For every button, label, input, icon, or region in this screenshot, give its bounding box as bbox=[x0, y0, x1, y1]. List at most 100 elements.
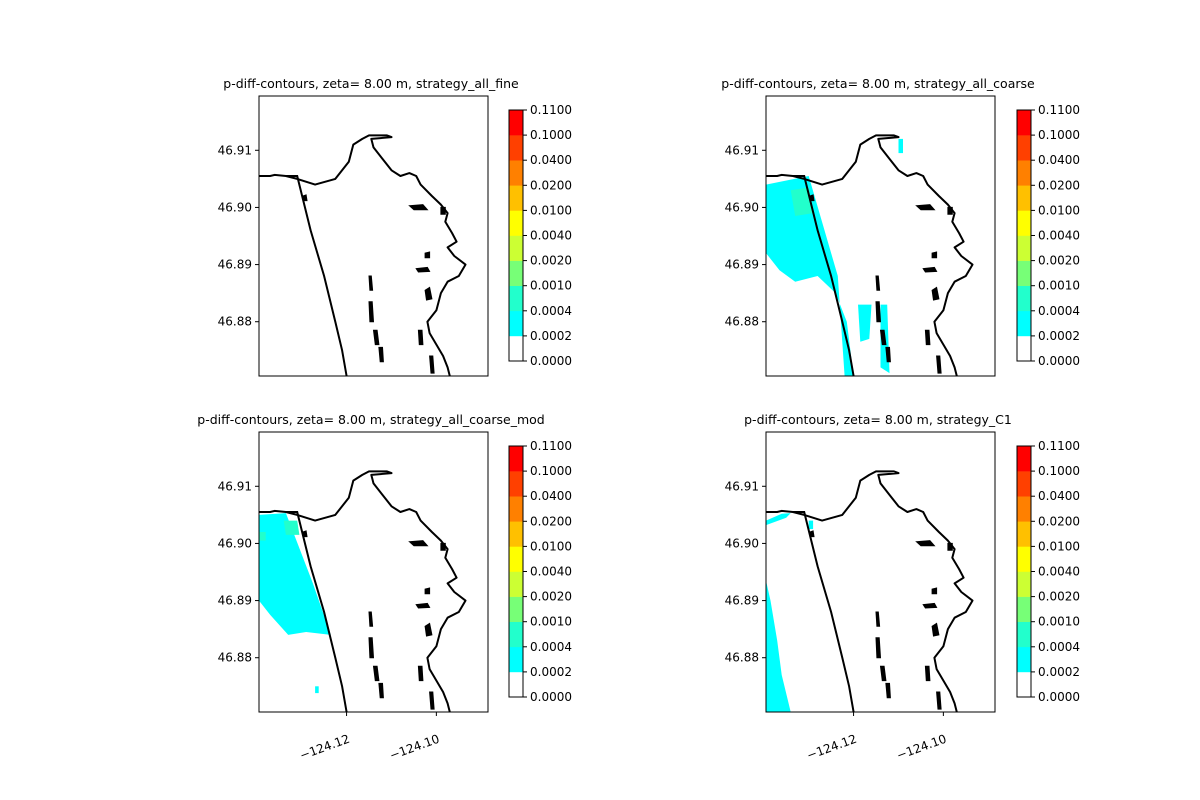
coastline-island bbox=[424, 622, 433, 637]
colorbar-segment bbox=[1017, 571, 1031, 597]
panel-title: p-diff-contours, zeta= 8.00 m, strategy_… bbox=[744, 412, 1012, 427]
colorbar-tick-label: 0.0000 bbox=[530, 690, 572, 704]
coastline-island bbox=[378, 682, 384, 699]
axes-frame bbox=[258, 95, 489, 377]
colorbar-tick-label: 0.0400 bbox=[530, 153, 572, 167]
panel-4: 46.91 46.90 46.89 46.88 −124.12 −124.10 p-diff… bbox=[725, 412, 1080, 763]
colorbar-segment bbox=[509, 310, 523, 337]
colorbar: 0.1100 0.1000 0.0400 0.0200 0.0100 0.0040 0.00… bbox=[508, 439, 572, 704]
coastline-island bbox=[924, 665, 931, 682]
contour-region bbox=[790, 187, 814, 216]
colorbar-segment bbox=[1017, 135, 1031, 161]
coastline-island bbox=[368, 301, 375, 323]
colorbar-segment bbox=[1017, 596, 1031, 622]
colorbar-segment bbox=[509, 521, 523, 547]
plot-area bbox=[259, 134, 467, 376]
y-tick-label: 46.89 bbox=[725, 258, 759, 272]
x-tick-label: −124.10 bbox=[388, 732, 442, 763]
coastline-island bbox=[931, 622, 940, 637]
coastline-island bbox=[915, 204, 936, 211]
coastline-island bbox=[408, 204, 429, 211]
coastline-island bbox=[885, 682, 891, 699]
coastline-island bbox=[440, 206, 446, 215]
colorbar-segment bbox=[509, 596, 523, 622]
colorbar-tick-label: 0.1100 bbox=[1038, 103, 1080, 117]
colorbar-segment bbox=[1017, 210, 1031, 236]
coastline-island bbox=[368, 275, 374, 291]
colorbar-tick-label: 0.0002 bbox=[530, 665, 572, 679]
coastline-island bbox=[931, 251, 938, 259]
y-tick-label: 46.88 bbox=[725, 651, 759, 665]
colorbar-tick-label: 0.0040 bbox=[530, 565, 572, 579]
contour-region bbox=[766, 580, 791, 712]
coastline-island bbox=[922, 602, 938, 609]
panel-3: 46.91 46.90 46.89 46.88 −124.12 −124.10 p-diff… bbox=[197, 412, 572, 763]
panel-title: p-diff-contours, zeta= 8.00 m, strategy_… bbox=[721, 76, 1035, 91]
coastline-island bbox=[417, 329, 424, 346]
colorbar-segment bbox=[1017, 285, 1031, 312]
x-tick-label: −124.12 bbox=[298, 732, 352, 763]
colorbar-tick-label: 0.0100 bbox=[530, 539, 572, 553]
coastline-bay bbox=[285, 470, 467, 712]
colorbar-segment bbox=[509, 235, 523, 261]
colorbar-segment bbox=[1017, 646, 1031, 673]
colorbar-tick-label: 0.1100 bbox=[530, 103, 572, 117]
axes-frame bbox=[258, 431, 489, 713]
coastline-island bbox=[875, 301, 882, 323]
colorbar-tick-label: 0.0002 bbox=[1038, 665, 1080, 679]
colorbar: 0.1100 0.1000 0.0400 0.0200 0.0100 0.0040 0.00… bbox=[1016, 439, 1080, 704]
contour-region bbox=[898, 138, 903, 154]
colorbar-tick-label: 0.0020 bbox=[530, 590, 572, 604]
panel-title: p-diff-contours, zeta= 8.00 m, strategy_… bbox=[223, 76, 519, 91]
colorbar-segment bbox=[509, 571, 523, 597]
colorbar-segment bbox=[509, 621, 523, 648]
contour-region bbox=[766, 176, 854, 376]
coastline-island bbox=[368, 611, 374, 627]
colorbar-tick-label: 0.0010 bbox=[530, 279, 572, 293]
coastline-bay bbox=[792, 134, 974, 376]
colorbar-tick-label: 0.0000 bbox=[1038, 690, 1080, 704]
colorbar-segment bbox=[509, 110, 523, 136]
y-tick-label: 46.90 bbox=[218, 536, 252, 550]
colorbar-segment bbox=[509, 135, 523, 161]
y-tick-label: 46.89 bbox=[218, 258, 252, 272]
coastline-island bbox=[440, 542, 446, 551]
colorbar-segment bbox=[1017, 446, 1031, 472]
colorbar-segment bbox=[1017, 621, 1031, 648]
colorbar-tick-label: 0.0040 bbox=[1038, 229, 1080, 243]
coastline-island bbox=[302, 194, 308, 202]
coastline-island bbox=[809, 194, 815, 202]
colorbar-tick-label: 0.0020 bbox=[530, 254, 572, 268]
colorbar-segment bbox=[1017, 546, 1031, 572]
coastline-island bbox=[378, 346, 384, 363]
plot-area bbox=[766, 470, 974, 712]
colorbar-segment bbox=[509, 471, 523, 497]
colorbar-tick-label: 0.1000 bbox=[530, 128, 572, 142]
colorbar-segment bbox=[1017, 110, 1031, 136]
coastline-island bbox=[875, 637, 882, 659]
y-tick-label: 46.88 bbox=[725, 315, 759, 329]
x-tick-label: −124.10 bbox=[895, 732, 949, 763]
y-tick-label: 46.89 bbox=[725, 594, 759, 608]
x-tick-label: −124.12 bbox=[805, 732, 859, 763]
colorbar-tick-label: 0.0004 bbox=[530, 304, 572, 318]
coastline-island bbox=[885, 346, 891, 363]
contour-region bbox=[808, 520, 814, 530]
colorbar-tick-label: 0.0000 bbox=[1038, 354, 1080, 368]
colorbar-tick-label: 0.0040 bbox=[1038, 565, 1080, 579]
colorbar-segment bbox=[1017, 160, 1031, 186]
colorbar-tick-label: 0.0100 bbox=[1038, 203, 1080, 217]
axes-frame bbox=[765, 431, 996, 713]
colorbar-tick-label: 0.0004 bbox=[1038, 304, 1080, 318]
colorbar-segment bbox=[509, 335, 523, 362]
coastline-island bbox=[931, 286, 940, 301]
colorbar-segment bbox=[509, 210, 523, 236]
contour-region bbox=[766, 513, 791, 526]
y-tick-label: 46.91 bbox=[725, 479, 759, 493]
y-tick-label: 46.88 bbox=[218, 315, 252, 329]
colorbar-segment bbox=[1017, 471, 1031, 497]
coastline-island bbox=[947, 206, 953, 215]
colorbar-tick-label: 0.1000 bbox=[1038, 464, 1080, 478]
colorbar-segment bbox=[1017, 521, 1031, 547]
